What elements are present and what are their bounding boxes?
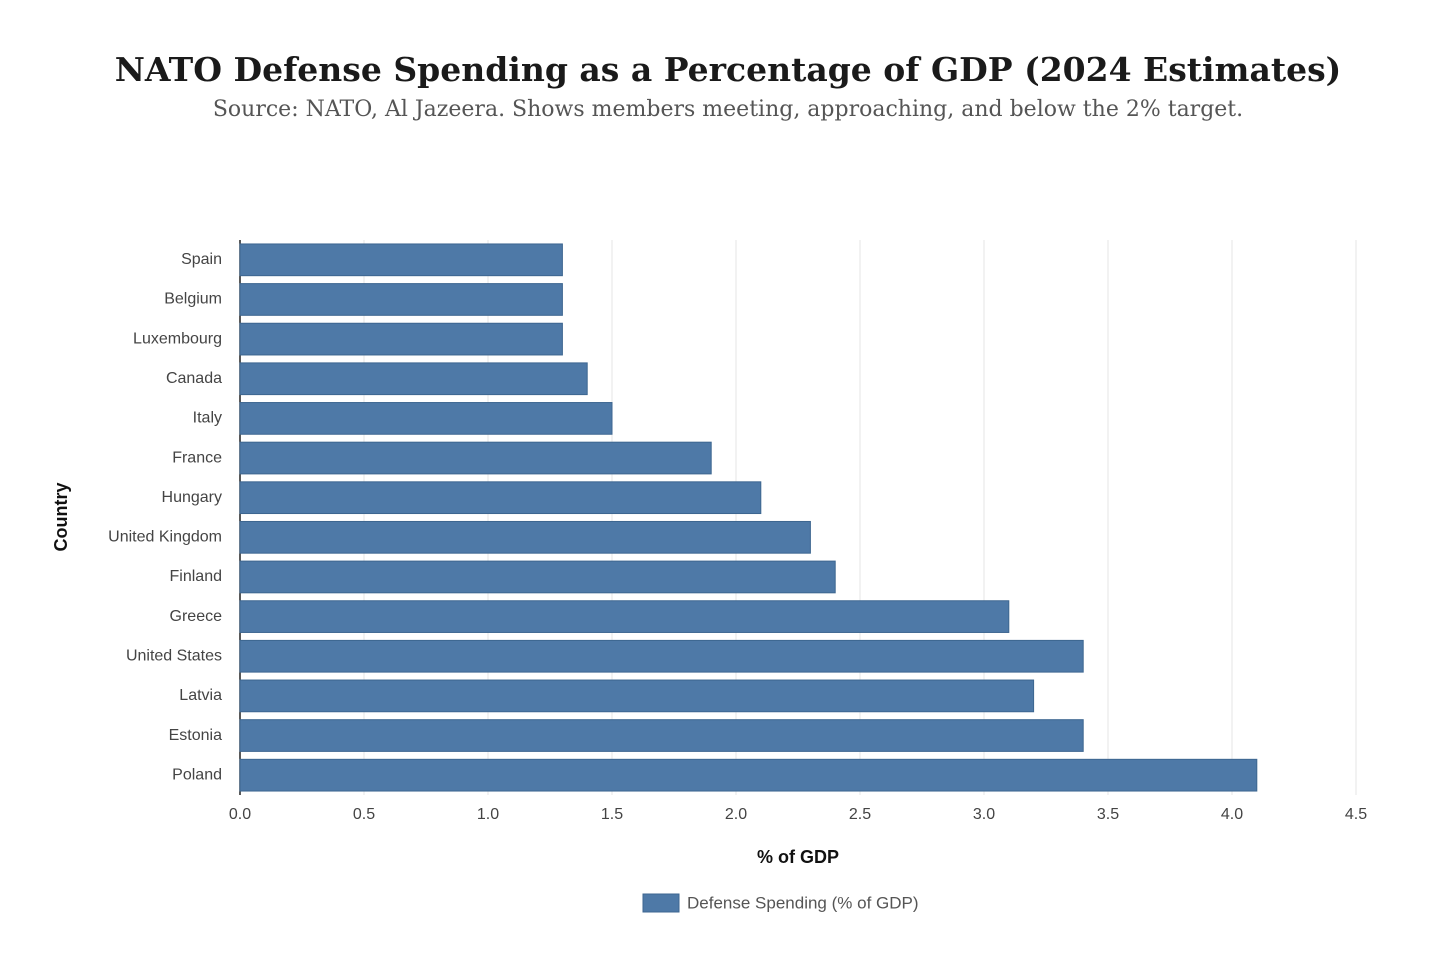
x-tick-label: 3.0 xyxy=(973,806,995,823)
chart-title: NATO Defense Spending as a Percentage of… xyxy=(115,50,1342,89)
bar xyxy=(239,322,563,356)
y-tick-label: United States xyxy=(126,647,222,664)
bar xyxy=(239,719,1084,752)
y-tick-label: Canada xyxy=(166,370,222,387)
y-tick-label: Finland xyxy=(170,568,222,585)
bar xyxy=(239,441,712,475)
bar xyxy=(239,362,588,396)
bar xyxy=(239,481,762,515)
bar xyxy=(239,402,613,435)
x-tick-label: 2.0 xyxy=(725,806,747,823)
bar xyxy=(239,560,836,594)
y-tick-label: United Kingdom xyxy=(108,529,222,546)
x-tick-label: 1.0 xyxy=(477,806,499,823)
x-tick-label: 0.5 xyxy=(353,806,375,823)
y-tick-label: France xyxy=(172,449,222,466)
legend-label: Defense Spending (% of GDP) xyxy=(687,893,919,912)
x-tick-label: 0.0 xyxy=(229,806,251,823)
x-tick-label: 1.5 xyxy=(601,806,623,823)
y-tick-label: Luxembourg xyxy=(133,330,222,347)
y-axis-label: Country xyxy=(51,483,71,552)
bar xyxy=(239,243,563,277)
y-tick-label: Greece xyxy=(170,608,223,625)
x-axis-label: % of GDP xyxy=(757,847,839,867)
bar xyxy=(239,600,1010,633)
y-tick-label: Belgium xyxy=(164,291,222,308)
x-tick-label: 4.0 xyxy=(1221,806,1243,823)
bar xyxy=(239,758,1258,792)
chart-subtitle: Source: NATO, Al Jazeera. Shows members … xyxy=(213,97,1243,122)
bar xyxy=(239,679,1035,713)
bar xyxy=(239,283,563,316)
y-tick-label: Latvia xyxy=(179,687,222,704)
legend-swatch xyxy=(642,893,680,913)
x-tick-label: 4.5 xyxy=(1345,806,1367,823)
y-tick-label: Hungary xyxy=(162,489,222,506)
y-tick-label: Spain xyxy=(181,251,222,268)
y-tick-label: Poland xyxy=(172,766,222,783)
x-tick-label: 2.5 xyxy=(849,806,871,823)
y-tick-label: Estonia xyxy=(169,727,222,744)
y-tick-label: Italy xyxy=(193,410,222,427)
bar xyxy=(239,520,811,554)
x-tick-label: 3.5 xyxy=(1097,806,1119,823)
bar xyxy=(239,639,1084,673)
